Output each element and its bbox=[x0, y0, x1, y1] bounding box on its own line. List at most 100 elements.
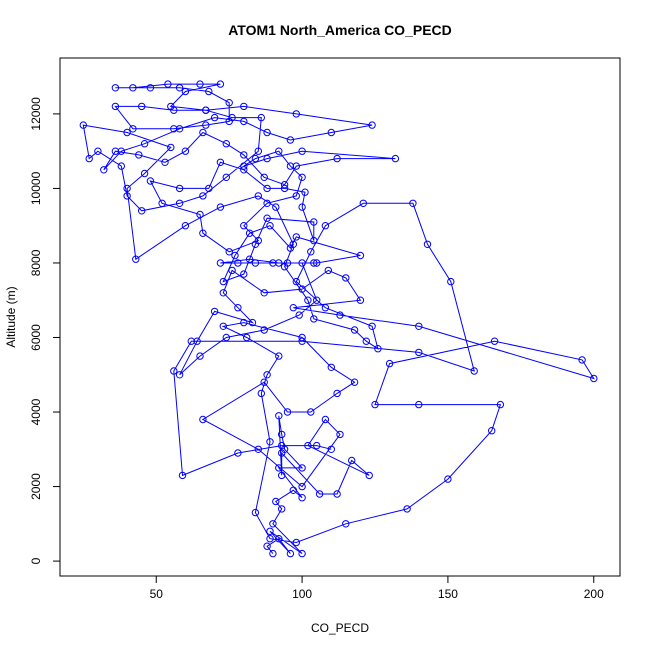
data-point bbox=[275, 147, 283, 155]
data-point bbox=[216, 158, 225, 167]
data-point bbox=[196, 80, 204, 88]
y-tick-label: 12000 bbox=[29, 97, 43, 131]
x-tick-label: 200 bbox=[584, 587, 604, 601]
data-point bbox=[298, 259, 306, 267]
data-point bbox=[415, 400, 423, 409]
data-point bbox=[298, 333, 306, 342]
data-point bbox=[161, 158, 169, 167]
data-point bbox=[269, 549, 277, 558]
data-point bbox=[304, 441, 312, 450]
data-point bbox=[231, 251, 239, 260]
data-point bbox=[298, 337, 306, 345]
data-point bbox=[292, 192, 300, 200]
data-point bbox=[167, 102, 175, 111]
data-point bbox=[219, 289, 228, 297]
data-point bbox=[333, 389, 341, 398]
data-point bbox=[123, 192, 131, 200]
data-point bbox=[225, 248, 233, 256]
data-point bbox=[234, 449, 242, 457]
data-point bbox=[140, 169, 149, 178]
data-point bbox=[342, 274, 350, 282]
data-point bbox=[336, 430, 344, 439]
y-tick-label: 8000 bbox=[29, 249, 43, 276]
data-point bbox=[164, 80, 172, 88]
data-point bbox=[272, 203, 280, 211]
data-point bbox=[111, 84, 120, 92]
data-point bbox=[327, 363, 335, 371]
data-point bbox=[240, 102, 248, 111]
data-point bbox=[240, 162, 248, 170]
data-point bbox=[257, 113, 265, 122]
data-point bbox=[178, 471, 187, 480]
data-point bbox=[196, 210, 204, 219]
data-point bbox=[391, 154, 400, 163]
data-point bbox=[292, 538, 300, 547]
data-point bbox=[362, 337, 370, 345]
data-point bbox=[202, 121, 210, 129]
data-point bbox=[181, 87, 190, 96]
data-point bbox=[310, 218, 318, 226]
data-point bbox=[243, 333, 251, 342]
data-point bbox=[374, 345, 382, 353]
data-point bbox=[292, 277, 300, 286]
x-tick-label: 50 bbox=[150, 587, 164, 601]
data-point bbox=[254, 147, 262, 155]
data-point bbox=[278, 449, 286, 457]
data-point bbox=[313, 259, 321, 267]
data-point bbox=[447, 277, 455, 286]
data-point bbox=[175, 184, 184, 193]
data-point bbox=[216, 259, 225, 267]
data-point bbox=[202, 106, 210, 114]
data-point bbox=[298, 494, 306, 502]
data-point bbox=[310, 315, 318, 323]
data-point bbox=[260, 289, 268, 297]
data-point bbox=[240, 151, 248, 159]
data-point bbox=[444, 475, 452, 483]
data-point bbox=[289, 240, 297, 249]
data-point bbox=[304, 296, 312, 304]
data-point bbox=[365, 471, 373, 480]
data-point bbox=[356, 251, 365, 260]
data-point bbox=[336, 311, 344, 319]
series-lines bbox=[82, 83, 595, 555]
y-tick-label: 2000 bbox=[29, 473, 43, 500]
data-point bbox=[240, 166, 248, 174]
data-point bbox=[307, 408, 315, 416]
plot-frame bbox=[59, 57, 621, 577]
data-point bbox=[199, 415, 207, 424]
data-point bbox=[298, 147, 306, 155]
data-point bbox=[310, 259, 318, 267]
data-point bbox=[321, 304, 330, 312]
data-point bbox=[313, 441, 321, 450]
data-point bbox=[210, 307, 219, 316]
data-point bbox=[175, 125, 184, 133]
data-point bbox=[245, 229, 254, 237]
data-point bbox=[298, 203, 306, 211]
data-point bbox=[315, 490, 324, 498]
data-point bbox=[132, 255, 140, 263]
data-point bbox=[359, 199, 367, 208]
data-point bbox=[234, 259, 242, 267]
data-point bbox=[129, 84, 137, 92]
x-tick-label: 150 bbox=[438, 587, 458, 601]
data-point bbox=[135, 151, 143, 159]
data-point bbox=[85, 154, 93, 163]
data-point bbox=[415, 322, 423, 330]
data-point bbox=[275, 412, 283, 420]
data-point bbox=[266, 527, 274, 535]
data-point bbox=[275, 535, 283, 543]
data-point bbox=[260, 378, 268, 386]
data-point bbox=[193, 337, 201, 345]
series-points bbox=[79, 80, 598, 558]
data-point bbox=[415, 348, 423, 357]
y-tick-label: 10000 bbox=[29, 171, 43, 205]
data-point bbox=[79, 121, 88, 129]
data-point bbox=[263, 371, 271, 379]
data-point bbox=[269, 520, 277, 528]
data-point bbox=[348, 456, 356, 465]
data-point bbox=[368, 322, 376, 330]
data-point bbox=[94, 147, 102, 155]
data-point bbox=[111, 147, 120, 155]
data-point bbox=[146, 177, 155, 185]
